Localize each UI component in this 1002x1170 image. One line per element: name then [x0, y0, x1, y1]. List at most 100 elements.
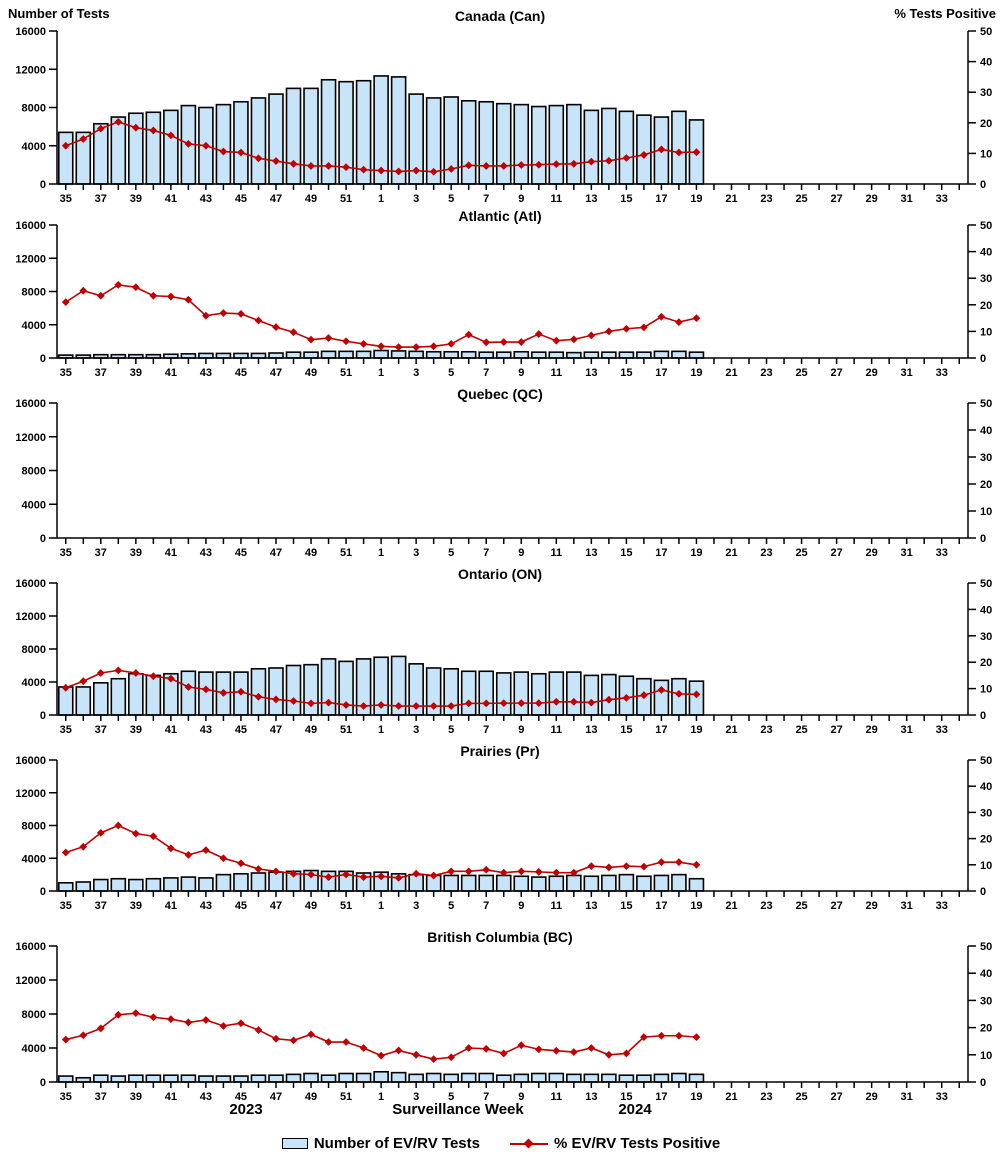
x-tick-label: 45 [235, 367, 247, 379]
pct-marker-week-41 [166, 131, 175, 140]
bar-week-17 [653, 679, 670, 716]
bar-week-15 [618, 1074, 635, 1083]
left-tick-label: 12000 [15, 432, 46, 444]
panel-title-british-columbia: British Columbia (BC) [427, 929, 573, 945]
pct-marker-week-10 [534, 160, 543, 169]
bar-week-40 [145, 674, 162, 716]
right-tick-label: 50 [980, 755, 992, 767]
right-tick-label: 30 [980, 807, 992, 819]
x-tick-label: 39 [130, 547, 142, 559]
bar-week-52 [355, 350, 372, 359]
pct-marker-week-43 [202, 141, 210, 150]
pct-marker-week-49 [307, 335, 315, 344]
x-tick-label: 13 [585, 1091, 597, 1103]
pct-marker-week-42 [184, 295, 193, 304]
pct-marker-week-1 [377, 166, 386, 175]
bar-week-6 [460, 670, 477, 716]
right-tick-label: 40 [980, 247, 992, 259]
pct-marker-week-10 [534, 1045, 543, 1054]
x-tick-label: 29 [866, 547, 878, 559]
x-tick-label: 25 [795, 547, 807, 559]
x-tick-label: 39 [130, 1091, 142, 1103]
bar-week-36 [75, 686, 92, 716]
x-tick-label: 51 [340, 1091, 352, 1103]
x-tick-label: 25 [795, 193, 807, 205]
bar-week-9 [513, 103, 530, 185]
pct-marker-week-35 [61, 1035, 70, 1044]
panel-title-ontario: Ontario (ON) [458, 566, 542, 582]
bar-week-44 [215, 103, 232, 185]
pct-marker-week-48 [289, 869, 298, 878]
pct-marker-week-39 [131, 669, 140, 677]
pct-marker-week-46 [254, 154, 263, 163]
pct-marker-week-7 [482, 865, 491, 874]
pct-marker-week-37 [96, 291, 105, 300]
x-tick-label: 41 [165, 724, 177, 736]
left-tick-label: 8000 [22, 466, 46, 478]
bar-week-13 [583, 875, 600, 892]
x-tick-label: 29 [866, 900, 878, 912]
bar-week-51 [338, 350, 354, 359]
pct-marker-week-17 [657, 686, 666, 694]
x-tick-label: 51 [340, 367, 352, 379]
pct-marker-week-46 [254, 1026, 263, 1034]
x-tick-label: 7 [483, 367, 489, 379]
bar-week-8 [495, 102, 512, 185]
pct-marker-week-38 [114, 821, 123, 830]
x-tick-label: 47 [270, 724, 282, 736]
pct-marker-week-48 [289, 1036, 298, 1045]
pct-marker-week-18 [675, 858, 683, 867]
pct-marker-week-8 [499, 1049, 508, 1058]
pct-marker-week-13 [587, 331, 596, 340]
x-tick-label: 37 [95, 367, 107, 379]
bar-week-15 [618, 110, 635, 185]
left-tick-label: 4000 [22, 1043, 46, 1055]
pct-marker-week-37 [96, 828, 105, 837]
x-tick-label: 1 [378, 547, 384, 559]
pct-marker-week-40 [149, 832, 158, 841]
bar-week-9 [513, 1073, 530, 1083]
x-tick-label: 23 [760, 547, 772, 559]
x-tick-label: 3 [413, 1091, 419, 1103]
right-tick-label: 10 [980, 1050, 992, 1062]
pct-marker-week-42 [184, 850, 193, 859]
bar-week-39 [128, 878, 144, 892]
bar-week-13 [583, 109, 600, 185]
bar-week-46 [250, 872, 267, 892]
x-tick-label: 27 [830, 367, 842, 379]
right-tick-label: 20 [980, 657, 992, 669]
pct-marker-week-9 [517, 1041, 526, 1050]
x-tick-label: 25 [795, 900, 807, 912]
x-tick-label: 51 [340, 900, 352, 912]
x-tick-label: 35 [60, 724, 72, 736]
x-tick-label: 27 [830, 1091, 842, 1103]
pct-marker-week-44 [219, 854, 228, 863]
pct-marker-week-19 [692, 690, 701, 699]
pct-marker-week-13 [587, 1044, 596, 1052]
bar-week-8 [495, 672, 512, 716]
bar-week-45 [233, 100, 249, 185]
x-tick-label: 7 [483, 724, 489, 736]
pct-marker-week-6 [464, 1044, 473, 1052]
bar-week-43 [198, 1075, 214, 1083]
x-tick-label: 5 [448, 724, 454, 736]
pct-marker-week-13 [587, 698, 596, 707]
panel-title-atlantic: Atlantic (Atl) [458, 208, 542, 224]
left-tick-label: 16000 [15, 755, 46, 767]
x-tick-label: 39 [130, 367, 142, 379]
bar-week-42 [180, 876, 197, 892]
right-tick-label: 50 [980, 220, 992, 232]
bar-week-12 [566, 874, 582, 892]
x-tick-label: 49 [305, 193, 317, 205]
x-tick-label: 45 [235, 193, 247, 205]
x-tick-label: 33 [936, 1091, 948, 1103]
left-tick-label: 16000 [15, 941, 46, 953]
x-tick-label: 11 [550, 547, 562, 559]
pct-marker-week-42 [184, 683, 193, 691]
panel-title-prairies: Prairies (Pr) [460, 743, 540, 759]
pct-marker-week-44 [219, 309, 228, 317]
bar-week-18 [671, 350, 687, 359]
bar-week-4 [425, 1072, 442, 1083]
bar-week-4 [425, 350, 442, 359]
